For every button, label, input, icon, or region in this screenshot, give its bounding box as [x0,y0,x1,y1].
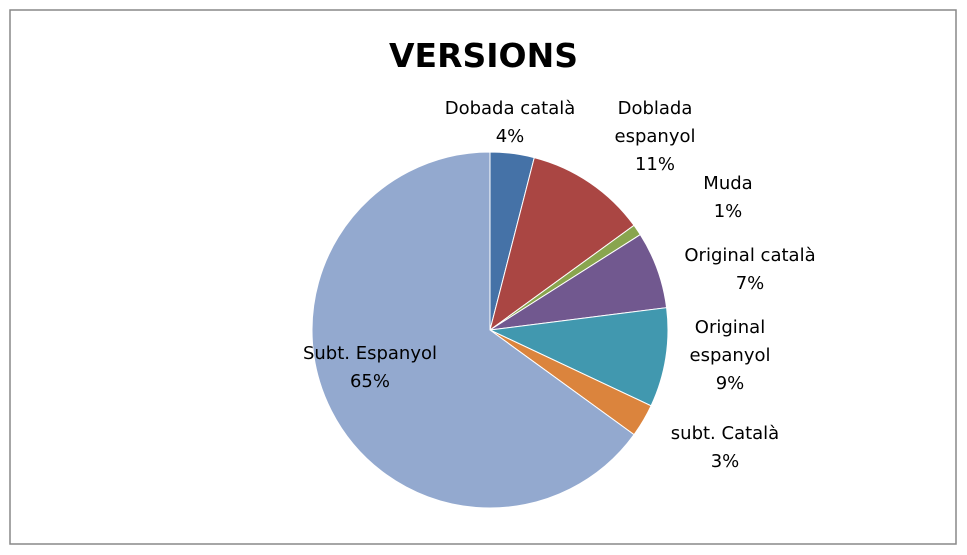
slice-value-label: 4% [495,126,525,147]
slice-value-label: 9% [715,373,745,394]
pie-slice [311,151,635,509]
slice-label: Doblada espanyol [614,98,696,147]
slice-value-label: 11% [634,154,675,175]
pie-slice [488,307,669,407]
slice-label: Original espanyol [689,317,771,366]
slice-value-label: 1% [713,201,743,222]
slice-value-label: 65% [349,371,390,392]
slice-label: Original català [684,245,816,266]
slice-label: Dobada català [444,98,576,119]
slice-label: Subt. Espanyol [302,343,438,364]
chart-title: VERSIONS [389,36,578,75]
pie-slice [489,156,635,332]
slice-label: Muda [703,173,753,194]
slice-label: subt. Català [670,423,780,444]
slice-value-label: 7% [735,273,765,294]
slice-value-label: 3% [710,451,740,472]
